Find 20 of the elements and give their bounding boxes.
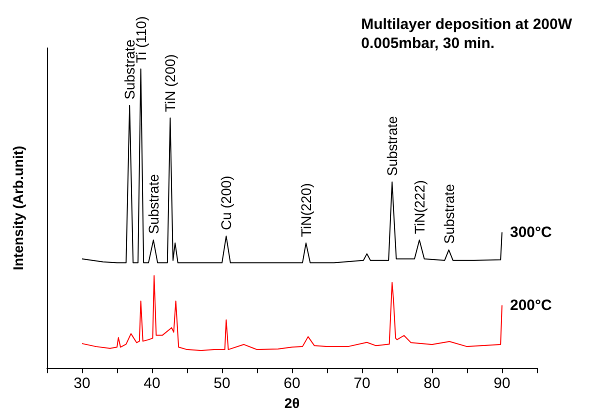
chart-subtitle: 0.005mbar, 30 min. — [361, 35, 495, 52]
y-axis-title: Intensity (Arb.unit) — [10, 146, 26, 270]
x-tick-label: 80 — [424, 375, 440, 392]
x-tick-label: 60 — [284, 375, 300, 392]
annotation: Substrate — [145, 174, 162, 234]
x-tick-label: 30 — [74, 375, 90, 392]
annotation: TiN(220) — [298, 183, 314, 238]
annotation: Substrate — [384, 116, 400, 176]
x-tick-label: 70 — [354, 375, 370, 392]
x-axis-title: 2θ — [284, 395, 300, 411]
annotation: TiN(222) — [411, 180, 428, 234]
x-tick-label: 40 — [144, 375, 160, 392]
chart-title: Multilayer deposition at 200W — [361, 16, 573, 33]
x-tick-label: 50 — [214, 375, 230, 392]
series-label: 300°C — [510, 224, 552, 241]
annotation: Cu (200) — [218, 176, 234, 230]
x-tick-label: 90 — [494, 375, 510, 392]
annotation: Substrate — [440, 184, 457, 244]
annotation: TiN (200) — [162, 54, 178, 112]
series-label: 200°C — [510, 296, 552, 314]
